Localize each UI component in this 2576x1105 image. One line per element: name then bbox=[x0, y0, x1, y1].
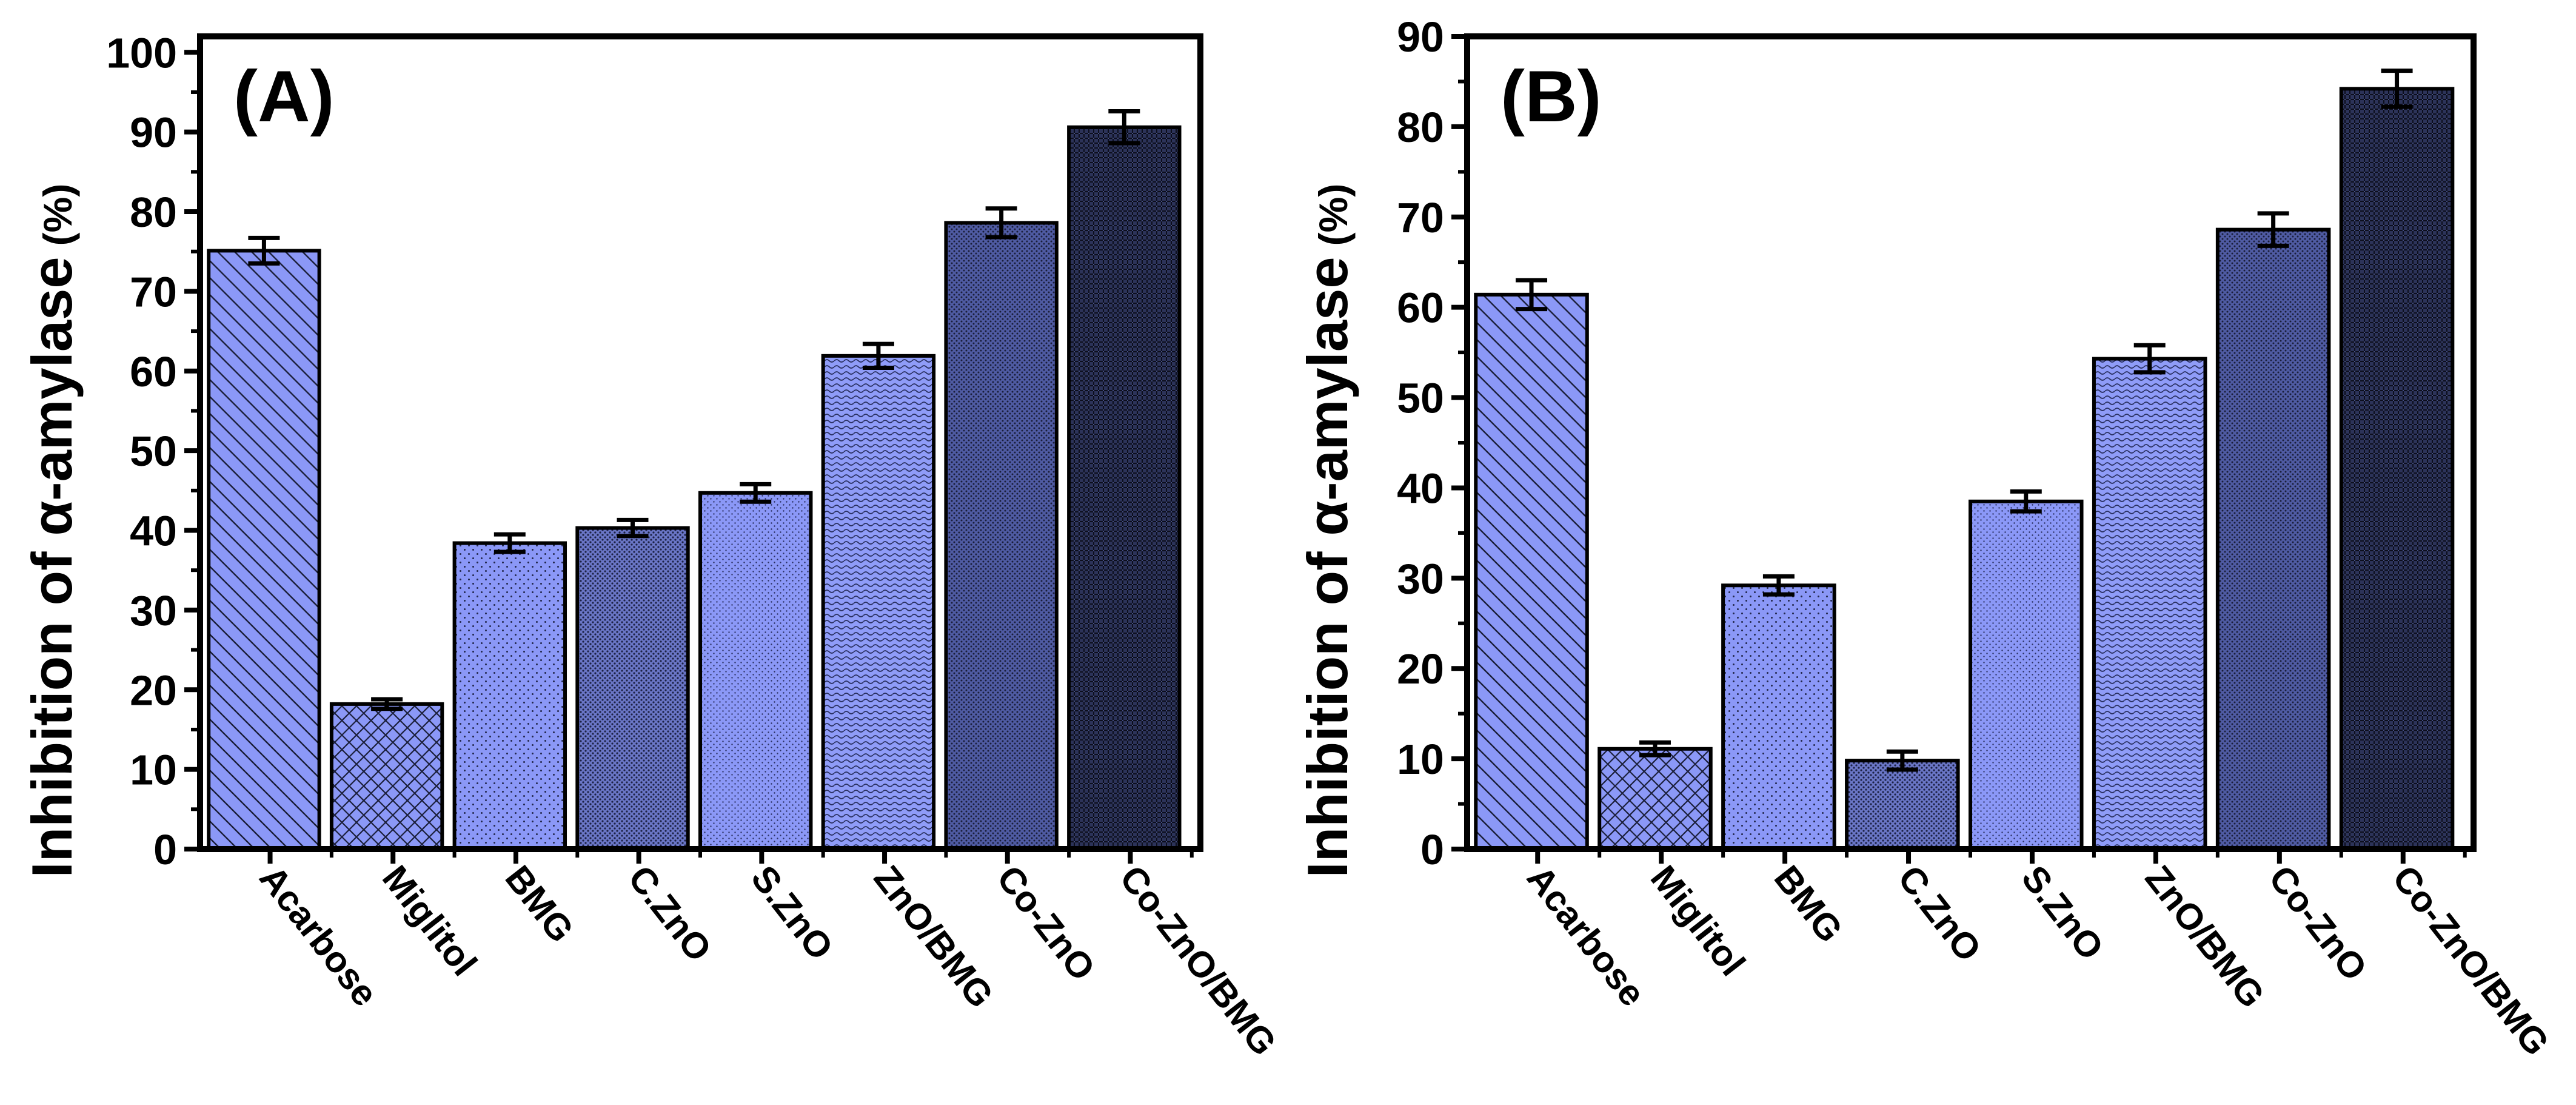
y-tick-label-a-2: 20 bbox=[130, 667, 177, 714]
bar-b-3 bbox=[1845, 759, 1960, 851]
panel-b: (B) Inhibition of α-amylase (%) 0 10 20 30 40… bbox=[1296, 13, 2557, 1063]
svg-text:Inhibition of α-amylase(%): Inhibition of α-amylase (%) bbox=[1296, 184, 1359, 878]
bar-b-7 bbox=[2339, 87, 2455, 851]
x-tick-label-b-1: Miglitol bbox=[1643, 858, 1753, 984]
x-tick-label-a-0: Acarbose bbox=[252, 858, 386, 1014]
x-tick-label-a-5: ZnO/BMG bbox=[866, 858, 1002, 1015]
bar-b-5 bbox=[2092, 357, 2207, 851]
x-tick-label-b-0: Acarbose bbox=[1519, 858, 1653, 1014]
y-tick-label-b-2: 20 bbox=[1397, 645, 1444, 693]
x-tick-label-b-3: C.ZnO bbox=[1890, 858, 1990, 969]
y-axis-title-b: Inhibition of α-amylase (%) bbox=[1296, 184, 1359, 878]
panel-label-b: (B) bbox=[1500, 56, 1602, 137]
bars-b bbox=[1474, 87, 2455, 851]
y-axis-unit-a: (%) bbox=[35, 184, 80, 246]
y-axis-unit-b: (%) bbox=[1311, 184, 1356, 246]
bar-a-6 bbox=[944, 221, 1059, 851]
bar-a-0 bbox=[207, 249, 321, 851]
y-axis-label-b: Inhibition of α-amylase bbox=[1296, 257, 1359, 878]
y-tick-label-b-7: 70 bbox=[1397, 194, 1444, 241]
y-axis-title-a: Inhibition of α-amylase (%) bbox=[20, 184, 84, 878]
y-tick-label-a-10: 100 bbox=[106, 29, 177, 76]
y-tick-label-a-9: 90 bbox=[130, 109, 177, 156]
svg-text:Inhibition of α-amylase(%): Inhibition of α-amylase (%) bbox=[20, 184, 84, 878]
y-tick-label-b-1: 10 bbox=[1397, 736, 1444, 783]
bar-a-2 bbox=[452, 541, 567, 851]
y-tick-label-b-4: 40 bbox=[1397, 465, 1444, 512]
y-tick-label-b-8: 80 bbox=[1397, 104, 1444, 151]
x-tick-label-b-6: Co-ZnO bbox=[2261, 858, 2375, 989]
panel-label-a: (A) bbox=[233, 56, 335, 137]
y-tick-label-a-3: 30 bbox=[130, 587, 177, 634]
x-tick-label-a-1: Miglitol bbox=[375, 858, 485, 984]
bar-b-2 bbox=[1721, 583, 1836, 851]
y-axis-label-a: Inhibition of α-amylase bbox=[20, 257, 84, 878]
bar-b-4 bbox=[1969, 499, 2084, 851]
x-tick-label-a-6: Co-ZnO bbox=[989, 858, 1103, 989]
y-tick-label-b-5: 50 bbox=[1397, 375, 1444, 422]
x-tick-label-b-4: S.ZnO bbox=[2014, 858, 2112, 967]
y-tick-label-a-5: 50 bbox=[130, 428, 177, 475]
x-tick-label-a-3: C.ZnO bbox=[620, 858, 720, 969]
plot-frame-a bbox=[197, 33, 1203, 852]
plot-frame-b bbox=[1464, 33, 2477, 852]
bars-a bbox=[207, 125, 1182, 851]
x-tick-label-a-7: Co-ZnO/BMG bbox=[1112, 858, 1285, 1063]
y-tick-label-a-1: 10 bbox=[130, 747, 177, 794]
panel-a: (A) Inhibition of α-amylase (%) 0 10 20 30 40… bbox=[20, 29, 1285, 1063]
error-bars-a bbox=[248, 109, 1140, 711]
y-ticks-a: 0 10 20 30 40 50 60 70 80 90 100 bbox=[106, 29, 200, 873]
x-tick-label-b-5: ZnO/BMG bbox=[2137, 858, 2272, 1015]
x-tick-label-b-2: BMG bbox=[1767, 858, 1851, 950]
bar-a-3 bbox=[575, 526, 690, 851]
y-tick-label-b-6: 60 bbox=[1397, 284, 1444, 332]
error-bars-b bbox=[1516, 69, 2413, 772]
bar-a-4 bbox=[698, 491, 813, 851]
y-tick-label-a-4: 40 bbox=[130, 508, 177, 555]
y-ticks-b: 0 10 20 30 40 50 60 70 80 90 bbox=[1397, 13, 1467, 873]
y-tick-label-b-0: 0 bbox=[1420, 826, 1444, 873]
x-tick-label-a-4: S.ZnO bbox=[743, 858, 841, 967]
bar-b-1 bbox=[1597, 747, 1713, 851]
x-tick-label-a-2: BMG bbox=[498, 858, 582, 950]
bar-a-5 bbox=[821, 354, 936, 851]
y-tick-label-b-9: 90 bbox=[1397, 13, 1444, 61]
y-tick-label-a-6: 60 bbox=[130, 348, 177, 395]
bar-a-7 bbox=[1067, 125, 1182, 851]
x-tick-label-b-7: Co-ZnO/BMG bbox=[2384, 858, 2557, 1063]
bar-b-0 bbox=[1474, 292, 1589, 851]
y-tick-label-a-7: 70 bbox=[130, 268, 177, 315]
bar-b-6 bbox=[2215, 227, 2331, 851]
bar-a-1 bbox=[329, 702, 444, 851]
y-tick-label-a-0: 0 bbox=[153, 826, 177, 873]
y-tick-label-a-8: 80 bbox=[130, 189, 177, 236]
y-tick-label-b-3: 30 bbox=[1397, 555, 1444, 602]
